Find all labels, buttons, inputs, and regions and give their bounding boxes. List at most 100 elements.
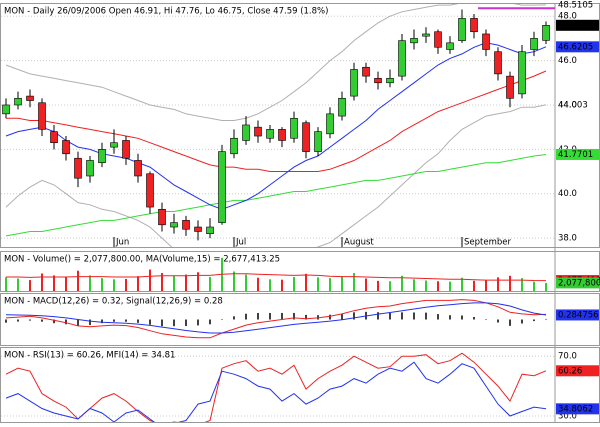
- histogram-bar: [377, 312, 379, 320]
- volume-bar: [29, 280, 31, 291]
- histogram-bar: [101, 319, 103, 324]
- candle-body: [350, 69, 358, 97]
- candle-body: [326, 113, 334, 135]
- histogram-bar: [197, 319, 199, 326]
- plot-area: [1, 352, 555, 422]
- histogram-bar: [17, 319, 19, 322]
- volume-bar: [209, 276, 211, 291]
- histogram-bar: [77, 319, 79, 326]
- histogram-bar: [281, 312, 283, 320]
- histogram-bar: [353, 312, 355, 320]
- value-box: [556, 19, 599, 31]
- candle-body: [410, 38, 418, 44]
- volume-bar: [5, 277, 7, 291]
- volume-bar: [125, 278, 127, 291]
- candle-body: [86, 160, 94, 177]
- candle-body: [482, 33, 490, 50]
- histogram-bar: [245, 313, 247, 320]
- histogram-bar: [209, 319, 211, 325]
- volume-average: [6, 273, 547, 282]
- candle-body: [158, 208, 166, 226]
- value-box: [556, 41, 599, 53]
- indicator-line: [6, 70, 547, 172]
- value-label: 0.284756: [558, 310, 599, 320]
- histogram-bar: [425, 312, 427, 320]
- volume-panel: [0, 251, 600, 292]
- x-tick-label: Jun: [115, 238, 129, 248]
- volume-bar: [461, 277, 463, 291]
- plot-area: [5, 257, 547, 291]
- histogram-bar: [293, 312, 295, 320]
- value-box: [556, 277, 599, 289]
- value-label: 34.8062: [558, 404, 593, 414]
- volume-bar: [329, 278, 331, 291]
- histogram-bar: [305, 314, 307, 320]
- value-box: [556, 365, 599, 377]
- volume-bar: [389, 281, 391, 291]
- candle-body: [362, 66, 370, 77]
- panel-title: MON - RSI(13) = 60.26, MFI(14) = 34.81: [4, 351, 175, 361]
- panel-title: MON - MACD(12,26) = 0.32, Signal(12,26,9…: [4, 297, 223, 307]
- volume-bar: [509, 275, 511, 291]
- x-tick-label: August: [344, 238, 374, 248]
- histogram-bar: [29, 319, 31, 321]
- candle-body: [314, 131, 322, 152]
- candle-body: [530, 38, 538, 50]
- volume-bar: [41, 273, 43, 291]
- volume-bar: [245, 274, 247, 291]
- value-label: 47.59: [558, 21, 582, 31]
- volume-bar: [101, 278, 103, 291]
- candle-body: [242, 124, 250, 141]
- candle-body: [14, 98, 22, 106]
- macd-line: [5, 302, 547, 334]
- histogram-bar: [185, 319, 187, 327]
- candle-body: [338, 98, 346, 117]
- candle-body: [254, 126, 262, 137]
- volume-bar: [269, 279, 271, 291]
- price-panel: [0, 3, 600, 248]
- histogram-bar: [89, 319, 91, 326]
- candle-body: [302, 122, 310, 152]
- panel-title: MON - Daily 26/09/2006 Open 46.91, Hi 47…: [4, 7, 328, 17]
- histogram-bar: [221, 319, 223, 320]
- histogram-bar: [389, 312, 391, 320]
- volume-bar: [197, 272, 199, 291]
- histogram-bar: [521, 319, 523, 324]
- volume-bar: [149, 269, 151, 291]
- volume-bar: [77, 270, 79, 291]
- candle-body: [422, 33, 430, 37]
- volume-bar: [89, 275, 91, 291]
- histogram-bar: [533, 319, 535, 322]
- value-label: 41.7701: [558, 150, 593, 160]
- volume-bar: [185, 274, 187, 291]
- histogram-bar: [269, 312, 271, 320]
- volume-bar: [437, 281, 439, 291]
- histogram-bar: [257, 312, 259, 320]
- histogram-bar: [449, 315, 451, 320]
- volume-bar: [473, 280, 475, 291]
- volume-bar: [53, 275, 55, 291]
- histogram-bar: [413, 312, 415, 320]
- value-label: 48.5105: [558, 0, 593, 10]
- histogram-bar: [41, 319, 43, 322]
- candle-body: [50, 131, 58, 143]
- candle-body: [26, 95, 34, 101]
- y-tick-label: 46.0: [558, 56, 577, 66]
- histogram-bar: [317, 315, 319, 320]
- histogram-bar: [233, 316, 235, 320]
- candle-body: [542, 25, 550, 41]
- candle-body: [110, 142, 118, 148]
- volume-bar: [377, 280, 379, 291]
- y-tick-label: 48.0: [558, 12, 577, 22]
- volume-bar: [113, 279, 115, 291]
- volume-bar: [521, 278, 523, 291]
- value-box: [556, 148, 599, 160]
- histogram-bar: [149, 319, 151, 325]
- candle-body: [218, 151, 226, 223]
- volume-bar: [293, 276, 295, 291]
- candle-body: [386, 78, 394, 84]
- histogram-bar: [5, 319, 7, 323]
- rsi-panel: [0, 347, 600, 423]
- indicator-line: [5, 42, 547, 210]
- value-label: 60.26: [558, 366, 582, 376]
